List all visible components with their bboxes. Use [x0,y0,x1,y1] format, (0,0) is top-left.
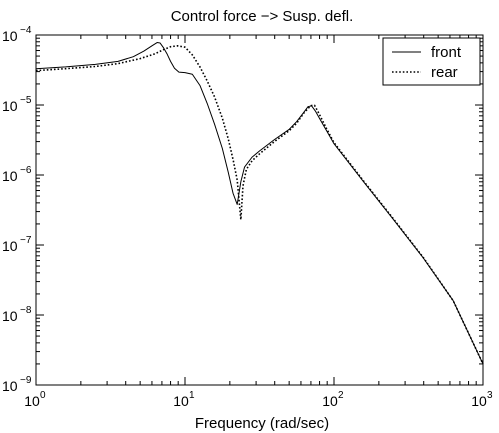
y-tick-label: 10 [2,98,18,114]
legend-label-rear: rear [431,64,458,81]
y-tick-exponent: −6 [20,165,32,176]
x-axis-label: Frequency (rad/sec) [195,415,329,432]
legend-label-front: front [431,44,462,61]
legend-box [382,37,481,86]
x-axis-ticks: 10 0 10 1 10 2 10 3 [24,35,493,409]
y-tick-label: 10 [2,308,18,324]
x-tick-label: 10 [24,393,40,409]
plot-area: 10 0 10 1 10 2 10 3 10−910−810−710−610−510−4 [2,25,493,409]
y-tick-label: 10 [2,28,18,44]
series-layer [35,42,484,365]
y-axis-ticks: 10−910−810−710−610−510−4 [2,25,483,394]
chart-title: Control force −> Susp. defl. [171,8,354,25]
y-tick-exponent: −4 [20,25,32,36]
y-tick-exponent: −8 [20,305,32,316]
y-tick-label: 10 [2,238,18,254]
y-tick-label: 10 [2,168,18,184]
series-line-front [35,42,484,365]
x-tick-exponent: 3 [487,390,493,401]
x-tick-exponent: 2 [338,390,344,401]
axes-box [35,34,484,386]
legend: front rear [382,37,481,86]
y-tick-exponent: −5 [20,95,32,106]
y-tick-exponent: −7 [20,235,32,246]
y-tick-exponent: −9 [20,375,32,386]
x-tick-exponent: 0 [40,390,46,401]
y-tick-label: 10 [2,378,18,394]
x-tick-exponent: 1 [189,390,195,401]
x-tick-label: 10 [471,393,487,409]
x-tick-label: 10 [173,393,189,409]
series-line-rear [35,45,484,365]
x-tick-label: 10 [322,393,338,409]
